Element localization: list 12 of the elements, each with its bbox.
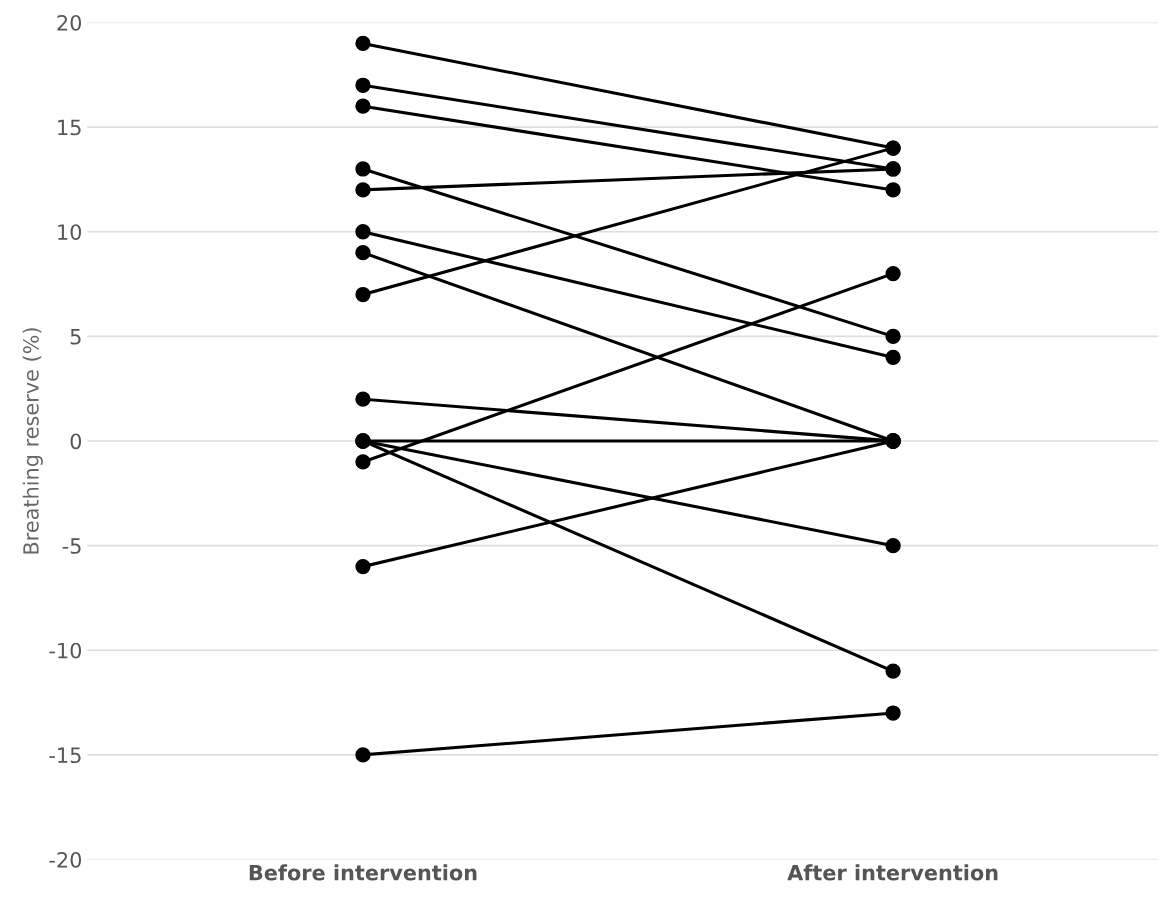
x-tick-label: Before intervention <box>249 864 477 881</box>
y-tick-label: 15 <box>58 119 81 136</box>
y-tick-label: -15 <box>49 747 81 764</box>
x-tick-label: After intervention <box>787 864 998 881</box>
y-tick-label: 5 <box>70 329 81 345</box>
y-tick-label: -10 <box>49 642 82 659</box>
y-axis-title: Breathing reserve (%) <box>22 328 43 554</box>
y-tick-label: -20 <box>49 851 82 868</box>
y-tick-label: 0 <box>70 433 82 450</box>
y-tick-label: -5 <box>62 538 81 554</box>
y-tick-label: 10 <box>58 224 82 240</box>
y-tick-label: 20 <box>57 14 82 31</box>
